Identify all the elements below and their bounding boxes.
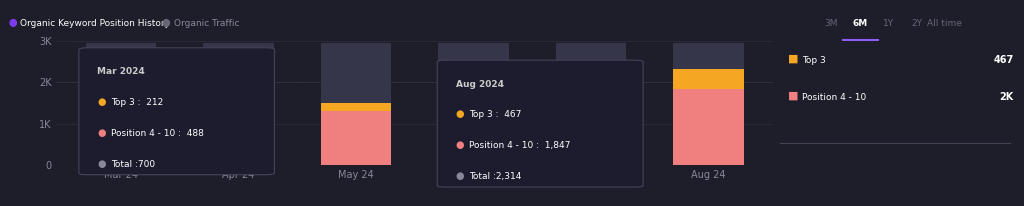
- Text: 2Y: 2Y: [911, 19, 922, 28]
- Text: Position 4 - 10 :  1,847: Position 4 - 10 : 1,847: [469, 141, 570, 150]
- Text: ■: ■: [788, 54, 799, 64]
- Text: Aug 2024: Aug 2024: [456, 80, 504, 89]
- Bar: [438, 80, 509, 165]
- Bar: [673, 69, 743, 89]
- Text: ●: ●: [97, 97, 105, 107]
- Text: Position 4 - 10 :  488: Position 4 - 10 : 488: [111, 129, 204, 138]
- Text: ●: ●: [456, 109, 464, 119]
- Bar: [321, 111, 391, 165]
- Bar: [203, 126, 273, 165]
- Text: ●: ●: [97, 128, 105, 138]
- Bar: [673, 89, 743, 165]
- Text: 467: 467: [993, 55, 1014, 65]
- Bar: [86, 43, 157, 165]
- Text: ⬤: ⬤: [162, 18, 170, 27]
- Text: Total :700: Total :700: [111, 160, 155, 169]
- Text: Top 3 :  212: Top 3 : 212: [111, 98, 163, 107]
- Bar: [203, 43, 273, 165]
- Bar: [556, 89, 627, 165]
- Text: 1Y: 1Y: [884, 19, 894, 28]
- Text: 2K: 2K: [999, 92, 1014, 102]
- Bar: [438, 70, 509, 80]
- Text: Total :2,314: Total :2,314: [469, 172, 521, 181]
- Bar: [556, 43, 627, 165]
- Text: Organic Traffic: Organic Traffic: [174, 19, 240, 28]
- Text: Top 3: Top 3: [802, 56, 825, 65]
- Text: 3M: 3M: [824, 19, 839, 28]
- Text: ●: ●: [97, 159, 105, 169]
- Text: Mar 2024: Mar 2024: [97, 67, 145, 76]
- Text: All time: All time: [927, 19, 962, 28]
- Text: ●: ●: [456, 140, 464, 150]
- Bar: [86, 145, 157, 165]
- Text: ⬤: ⬤: [8, 18, 16, 27]
- Text: Organic Keyword Position History: Organic Keyword Position History: [20, 19, 170, 28]
- Bar: [673, 43, 743, 165]
- Bar: [203, 119, 273, 126]
- Bar: [86, 136, 157, 145]
- Bar: [321, 43, 391, 165]
- Text: ●: ●: [456, 171, 464, 181]
- Text: Top 3 :  467: Top 3 : 467: [469, 110, 521, 119]
- Bar: [556, 77, 627, 89]
- Text: ■: ■: [788, 91, 799, 101]
- Text: Position 4 - 10: Position 4 - 10: [802, 93, 866, 102]
- Bar: [321, 103, 391, 111]
- Bar: [438, 43, 509, 165]
- Text: 6M: 6M: [853, 19, 867, 28]
